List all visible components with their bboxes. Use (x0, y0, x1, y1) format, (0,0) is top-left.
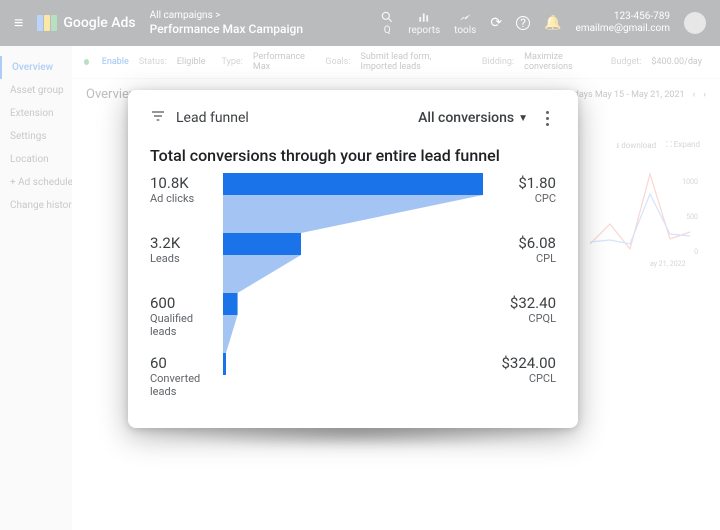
sidebar-item-location[interactable]: Location (0, 148, 72, 171)
funnel-cost-label: CPCL (494, 372, 556, 385)
sidebar-item-asset-group[interactable]: Asset group (0, 79, 72, 102)
mini-line-2 (590, 194, 690, 244)
mini-line-1 (590, 174, 690, 249)
more-menu-icon[interactable] (538, 111, 556, 126)
card-label: Lead funnel (176, 110, 249, 126)
lead-funnel-card: Lead funnel All conversions ▼ Total conv… (128, 90, 578, 428)
funnel-count-label: Qualified leads (150, 312, 220, 338)
funnel-count: 3.2K (150, 235, 220, 252)
conversions-dropdown[interactable]: All conversions ▼ (418, 110, 528, 126)
account-info[interactable]: 123-456-789 emailme@gmail.com (576, 11, 670, 35)
tools-icon[interactable]: tools (454, 10, 476, 36)
funnel-row: 3.2KLeads $6.08CPL (150, 235, 556, 295)
funnel-cost-label: CPL (494, 252, 556, 265)
help-icon[interactable]: ? (516, 16, 530, 30)
funnel-count-label: Ad clicks (150, 192, 220, 205)
funnel-row: 600Qualified leads $32.40CPQL (150, 295, 556, 355)
sidebar-item-ad-schedule[interactable]: + Ad schedule (0, 171, 72, 194)
breadcrumb-parent: All campaigns > (150, 10, 303, 22)
svg-text:ay 21, 2022: ay 21, 2022 (650, 260, 686, 268)
top-bar: ≡ Google Ads All campaigns > Performance… (0, 0, 720, 46)
funnel-cost: $1.80 (494, 175, 556, 192)
filter-icon[interactable] (150, 108, 166, 128)
caret-down-icon: ▼ (518, 113, 528, 124)
funnel-count: 600 (150, 295, 220, 312)
chevron-left-icon[interactable]: ‹ (693, 90, 696, 100)
status-dot-icon (84, 59, 89, 65)
svg-text:1000: 1000 (682, 178, 698, 186)
brand-name: Google Ads (63, 15, 135, 31)
logo-icon (37, 15, 57, 31)
funnel-cost-label: CPQL (494, 312, 556, 325)
funnel-cost: $6.08 (494, 235, 556, 252)
svg-text:500: 500 (686, 213, 698, 221)
logo[interactable]: Google Ads (37, 15, 135, 31)
funnel-count: 10.8K (150, 175, 220, 192)
reports-icon[interactable]: reports (408, 10, 440, 36)
enable-toggle[interactable]: Enable (102, 57, 129, 67)
breadcrumb-current: Performance Max Campaign (150, 22, 303, 36)
funnel-count: 60 (150, 355, 220, 372)
mini-trend-chart: ⭳ download ⛶ Expand 1000 500 0 ay 21, 20… (590, 140, 700, 278)
expand-icon[interactable]: ⛶ Expand (666, 140, 700, 154)
refresh-icon[interactable]: ⟳ (490, 15, 502, 31)
sidebar-item-settings[interactable]: Settings (0, 125, 72, 148)
download-icon[interactable]: ⭳ download (616, 140, 656, 154)
funnel-row: 10.8KAd clicks $1.80CPC (150, 175, 556, 235)
avatar[interactable] (684, 12, 706, 34)
search-icon[interactable]: Q (380, 10, 394, 36)
hamburger-icon[interactable]: ≡ (14, 13, 23, 33)
funnel-row: 60Converted leads $324.00CPCL (150, 355, 556, 415)
funnel-count-label: Converted leads (150, 372, 220, 398)
notifications-icon[interactable]: 🔔 (544, 15, 561, 31)
funnel-chart: 10.8KAd clicks $1.80CPC 3.2KLeads $6.08CPL 6… (150, 175, 556, 414)
sidebar-item-change-history[interactable]: Change history (0, 194, 72, 217)
card-title: Total conversions through your entire le… (150, 146, 556, 165)
svg-text:0: 0 (694, 248, 698, 256)
funnel-cost: $32.40 (494, 295, 556, 312)
sidebar: Overview Asset group Extension Settings … (0, 46, 72, 530)
sidebar-item-overview[interactable]: Overview (0, 56, 72, 79)
funnel-count-label: Leads (150, 252, 220, 265)
sidebar-item-extension[interactable]: Extension (0, 102, 72, 125)
funnel-cost: $324.00 (494, 355, 556, 372)
funnel-cost-label: CPC (494, 192, 556, 205)
campaign-status-bar: Enable Status:Eligible Type:Performance … (72, 46, 720, 79)
chevron-right-icon[interactable]: › (703, 90, 706, 100)
breadcrumb[interactable]: All campaigns > Performance Max Campaign (150, 10, 303, 36)
